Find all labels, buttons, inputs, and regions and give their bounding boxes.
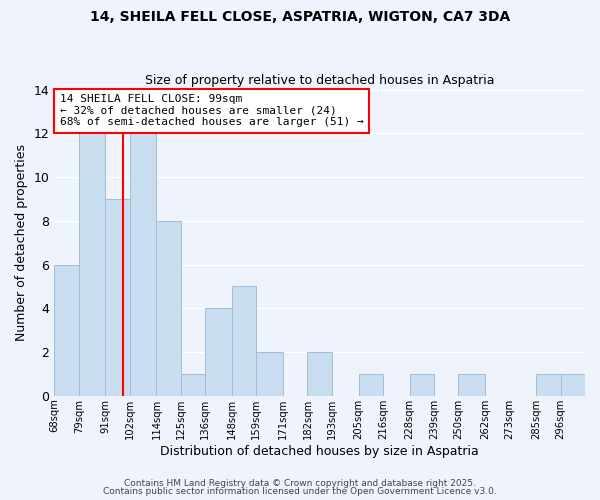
Bar [79, 134, 106, 396]
Bar [205, 308, 232, 396]
Text: Contains public sector information licensed under the Open Government Licence v3: Contains public sector information licen… [103, 487, 497, 496]
Bar [536, 374, 560, 396]
Bar [560, 374, 585, 396]
Y-axis label: Number of detached properties: Number of detached properties [15, 144, 28, 341]
Bar [307, 352, 332, 396]
Bar [359, 374, 383, 396]
Bar [157, 221, 181, 396]
Text: Contains HM Land Registry data © Crown copyright and database right 2025.: Contains HM Land Registry data © Crown c… [124, 478, 476, 488]
Title: Size of property relative to detached houses in Aspatria: Size of property relative to detached ho… [145, 74, 494, 87]
Bar [256, 352, 283, 396]
Bar [130, 134, 157, 396]
Text: 14, SHEILA FELL CLOSE, ASPATRIA, WIGTON, CA7 3DA: 14, SHEILA FELL CLOSE, ASPATRIA, WIGTON,… [90, 10, 510, 24]
Text: 14 SHEILA FELL CLOSE: 99sqm
← 32% of detached houses are smaller (24)
68% of sem: 14 SHEILA FELL CLOSE: 99sqm ← 32% of det… [59, 94, 364, 128]
Bar [410, 374, 434, 396]
X-axis label: Distribution of detached houses by size in Aspatria: Distribution of detached houses by size … [160, 444, 479, 458]
Bar [232, 286, 256, 396]
Bar [458, 374, 485, 396]
Bar [106, 199, 130, 396]
Bar [181, 374, 205, 396]
Bar [54, 264, 79, 396]
